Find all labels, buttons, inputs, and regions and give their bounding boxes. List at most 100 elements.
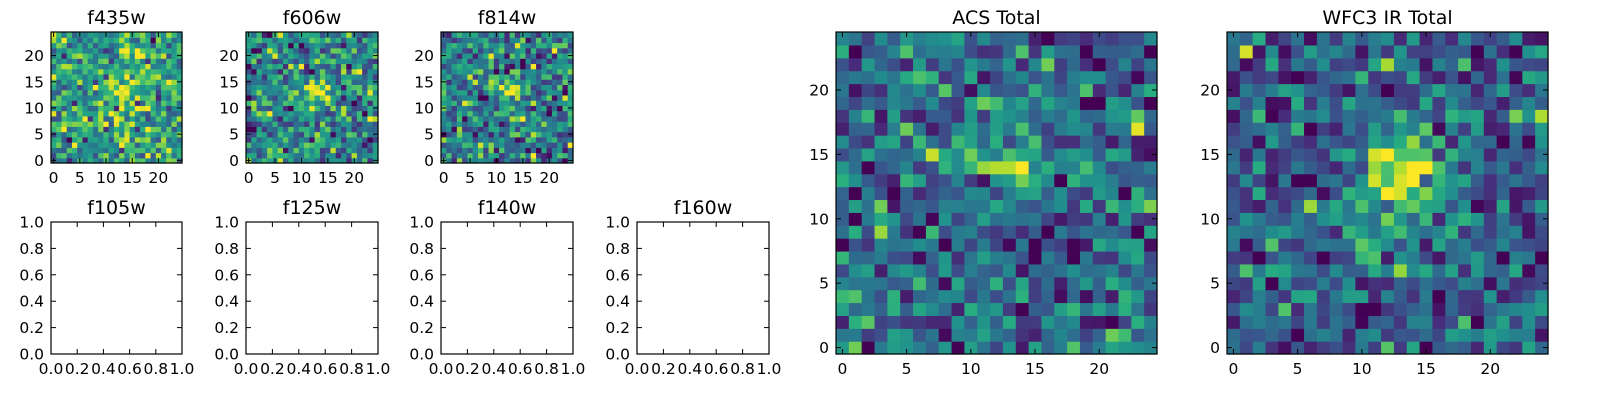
heatmap-cell	[1535, 276, 1549, 291]
heatmap-cell	[472, 142, 479, 148]
heatmap-cell	[171, 152, 178, 159]
heatmap-cell	[1496, 186, 1511, 201]
heatmap-cell	[1041, 186, 1055, 201]
heatmap-cell	[551, 157, 558, 164]
heatmap-cell	[362, 126, 369, 133]
heatmap-cell	[1015, 225, 1030, 239]
heatmap-cell	[536, 142, 542, 148]
heatmap-cell	[246, 84, 252, 91]
heatmap-cell	[1458, 44, 1472, 59]
heatmap-cell	[288, 47, 295, 54]
heatmap-cell	[1483, 96, 1498, 110]
x-tick-label: 20	[539, 169, 559, 187]
heatmap-cell	[251, 115, 258, 122]
heatmap-cell	[1445, 147, 1459, 162]
heatmap-cell	[504, 32, 511, 38]
heatmap-cell	[567, 42, 574, 49]
y-tick-label: 0	[229, 152, 239, 170]
heatmap-cell	[171, 115, 178, 122]
heatmap-cell	[272, 79, 279, 85]
heatmap-cell	[1144, 276, 1158, 291]
heatmap-cell	[1079, 32, 1094, 46]
heatmap-cell	[1265, 32, 1279, 46]
heatmap-cell	[1329, 70, 1344, 85]
heatmap-cell	[293, 79, 300, 85]
heatmap-cell	[1329, 315, 1344, 329]
heatmap-cell	[166, 47, 173, 54]
heatmap-cell	[66, 84, 73, 91]
heatmap-cell	[56, 68, 63, 75]
heatmap-cell	[1458, 122, 1472, 136]
heatmap-cell	[493, 136, 500, 143]
heatmap-cell	[119, 84, 125, 91]
heatmap-cell	[1419, 250, 1434, 265]
heatmap-cell	[536, 89, 542, 96]
heatmap-cell	[1522, 160, 1536, 175]
heatmap-cell	[1092, 147, 1107, 162]
heatmap-cell	[1432, 83, 1446, 97]
heatmap-cell	[314, 63, 321, 70]
heatmap-cell	[341, 63, 347, 70]
heatmap-cell	[1054, 238, 1068, 252]
heatmap-cell	[977, 276, 991, 291]
heatmap-cell	[103, 37, 110, 44]
heatmap-cell	[1329, 289, 1344, 304]
heatmap-cell	[446, 47, 453, 54]
heatmap-cell	[1483, 302, 1498, 316]
heatmap-cell	[874, 289, 888, 304]
heatmap-cell	[82, 84, 89, 91]
heatmap-cell	[541, 110, 548, 117]
heatmap-cell	[356, 121, 363, 127]
heatmap-cell	[1304, 225, 1318, 239]
heatmap-cell	[990, 147, 1004, 162]
heatmap-cell	[1342, 328, 1356, 342]
heatmap-cell	[108, 52, 115, 59]
heatmap-cell	[356, 115, 363, 122]
heatmap-cell	[472, 110, 479, 117]
x-tick-label: 0.8	[730, 360, 755, 378]
heatmap-cell	[536, 42, 542, 49]
heatmap-cell	[1393, 122, 1408, 136]
heatmap-cell	[251, 68, 258, 75]
heatmap-cell	[551, 32, 558, 38]
heatmap-cell	[150, 110, 157, 117]
heatmap-cell	[472, 126, 479, 133]
heatmap-cell	[848, 57, 863, 72]
heatmap-cell	[1509, 109, 1523, 123]
heatmap-cell	[1316, 276, 1331, 291]
heatmap-cell	[1381, 96, 1395, 110]
heatmap-cell	[150, 136, 157, 143]
heatmap-cell	[1316, 109, 1331, 123]
heatmap-cell	[1406, 341, 1421, 355]
heatmap-cell	[277, 142, 284, 148]
heatmap-cell	[145, 136, 152, 143]
x-tick-label: 0	[1228, 360, 1238, 378]
heatmap-cell	[861, 147, 876, 162]
heatmap-cell	[546, 131, 553, 138]
heatmap-cell	[1445, 32, 1459, 46]
heatmap-cell	[514, 47, 521, 54]
heatmap-cell	[51, 47, 57, 54]
heatmap-cell	[309, 32, 316, 38]
heatmap-cell	[1015, 238, 1030, 252]
heatmap-cell	[1432, 199, 1446, 213]
heatmap-cell	[1393, 199, 1408, 213]
x-tick-label: 10	[292, 169, 312, 187]
heatmap-cell	[103, 152, 110, 159]
heatmap-cell	[467, 100, 474, 106]
heatmap-cell	[1092, 32, 1107, 46]
heatmap-cell	[362, 110, 369, 117]
heatmap-cell	[362, 115, 369, 122]
heatmap-cell	[887, 96, 901, 110]
heatmap-cell	[567, 136, 574, 143]
heatmap-cell	[150, 32, 157, 38]
heatmap-cell	[98, 73, 104, 80]
heatmap-cell	[1470, 96, 1485, 110]
heatmap-cell	[938, 44, 953, 59]
heatmap-cell	[103, 121, 110, 127]
heatmap-cell	[467, 52, 474, 59]
heatmap-cell	[325, 68, 332, 75]
heatmap-cell	[161, 73, 167, 80]
heatmap-cell	[92, 37, 99, 44]
